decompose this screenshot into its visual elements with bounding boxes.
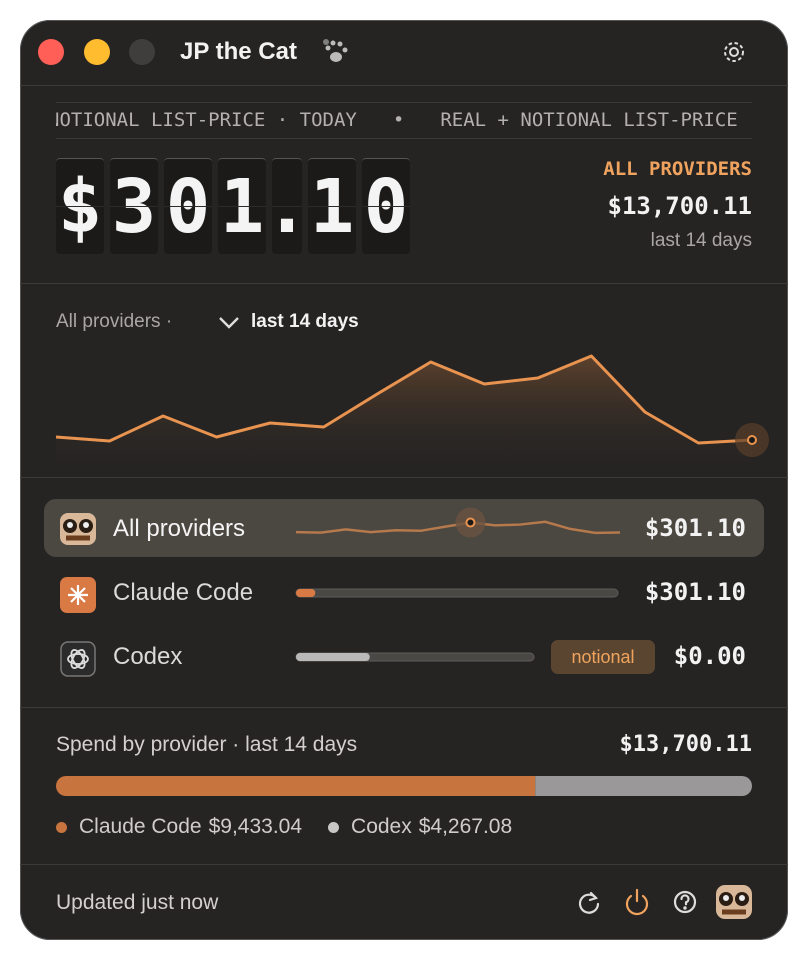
spend-segment <box>56 776 536 796</box>
close-button[interactable] <box>38 39 64 65</box>
digit-tile: 0 <box>164 158 212 254</box>
settings-button[interactable] <box>724 42 744 62</box>
trend-point <box>747 435 757 445</box>
provider-amount: $301.10 <box>644 578 746 606</box>
paw-icon <box>323 39 348 62</box>
mini-point <box>465 517 476 528</box>
codex-icon <box>60 641 96 677</box>
digit-tile: 3 <box>110 158 158 254</box>
provider-name: Claude Code <box>113 579 254 606</box>
notional-badge: notional <box>551 640 655 674</box>
ticker-item: • <box>392 109 405 131</box>
digit-tile: $ <box>56 158 104 254</box>
provider-amount: $0.00 <box>673 642 746 670</box>
bar-fill <box>296 589 316 597</box>
trend-chart <box>55 354 769 475</box>
spend-total: $13,700.11 <box>619 732 752 757</box>
power-button[interactable] <box>625 888 649 916</box>
trend-line <box>55 354 753 445</box>
summary-total: $13,700.11 <box>607 192 753 220</box>
ticker: NOTIONAL LIST-PRICE · TODAY • REAL + NOTIO… <box>56 102 752 139</box>
zoom-button[interactable] <box>129 39 155 65</box>
divider <box>20 85 788 86</box>
digit-tile: 1 <box>308 158 356 254</box>
legend-dot <box>56 821 67 833</box>
divider <box>20 477 788 478</box>
digit-tile: 0 <box>362 158 410 254</box>
summary-period: last 14 days <box>650 230 752 251</box>
divider <box>20 707 788 708</box>
provider-name: All providers <box>113 515 246 542</box>
provider-name: Codex <box>113 643 183 670</box>
account-avatar[interactable] <box>716 885 752 919</box>
spend-legend: Claude Code $9,433.04 Codex $4,267.08 <box>56 815 512 839</box>
legend-value: $4,267.08 <box>418 815 513 838</box>
spend-segment <box>535 776 752 796</box>
minimize-button[interactable] <box>84 39 110 65</box>
legend-item: Claude Code $9,433.04 <box>56 815 302 839</box>
legend-name: Codex <box>351 815 412 838</box>
digit-tile: . <box>265 158 309 254</box>
legend-name: Claude Code <box>79 815 202 838</box>
spend-bar <box>56 776 752 796</box>
filter-period[interactable]: last 14 days <box>251 311 359 332</box>
refresh-button[interactable] <box>578 891 600 914</box>
legend-item: Codex $4,267.08 <box>328 815 512 839</box>
claude-icon <box>60 577 96 613</box>
ticker-track: NOTIONAL LIST-PRICE · TODAY • REAL + NOTIO… <box>56 109 738 131</box>
footer-toolbar <box>578 885 752 919</box>
digit-tile: 1 <box>218 158 266 254</box>
provider-list <box>60 507 621 677</box>
filter-scope: All providers · <box>56 311 173 332</box>
divider <box>20 864 788 865</box>
divider <box>20 283 788 284</box>
bar-track <box>295 588 619 598</box>
ticker-item: REAL + NOTIONAL LIST-PRICE <box>440 109 738 131</box>
ticker-item: NOTIONAL LIST-PRICE · TODAY <box>56 109 357 131</box>
spend-title: Spend by provider · last 14 days <box>56 733 358 756</box>
window: JP the Cat NOTIONAL LIST-PRICE · TODAY • R… <box>20 20 788 940</box>
cat-avatar <box>60 513 96 545</box>
bar-fill <box>296 653 370 661</box>
summary-label: ALL PROVIDERS <box>603 158 752 180</box>
help-button[interactable] <box>673 890 697 914</box>
row-highlight <box>44 499 764 557</box>
trend-area <box>56 356 752 475</box>
legend-dot <box>328 821 340 833</box>
window-title: JP the Cat <box>180 38 297 65</box>
spend-segments <box>56 776 752 796</box>
title-bar <box>38 39 744 65</box>
legend-value: $9,433.04 <box>208 815 303 838</box>
filter-chevron[interactable] <box>218 315 240 329</box>
provider-amount: $301.10 <box>644 514 746 542</box>
status-text: Updated just now <box>56 891 219 914</box>
